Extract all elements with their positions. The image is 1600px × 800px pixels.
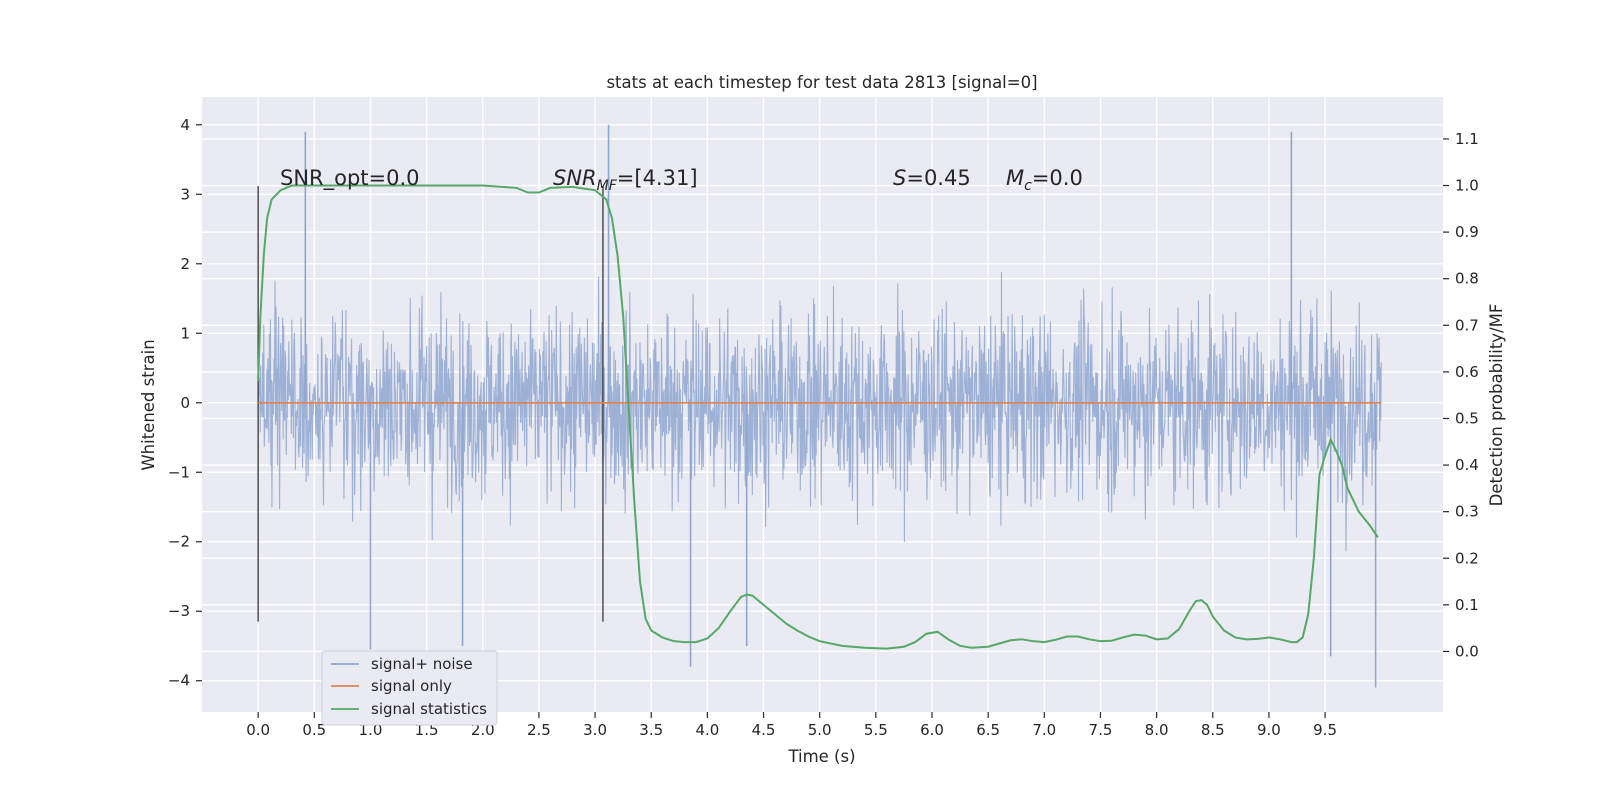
annotation-mc-value: =0.0 xyxy=(1032,166,1083,190)
left-tick-label: 3 xyxy=(180,185,190,203)
left-tick-label: −3 xyxy=(168,602,190,620)
right-tick-label: 0.5 xyxy=(1455,409,1479,427)
x-tick-label: 8.0 xyxy=(1145,721,1169,739)
right-tick-label: 0.9 xyxy=(1455,223,1479,241)
right-tick-label: 0.2 xyxy=(1455,549,1479,567)
right-tick-label: 1.0 xyxy=(1455,177,1479,195)
annotation-mc-sub: c xyxy=(1024,178,1032,194)
left-tick-label: 0 xyxy=(180,394,190,412)
x-tick-label: 5.0 xyxy=(808,721,832,739)
x-tick-label: 7.0 xyxy=(1032,721,1056,739)
x-tick-label: 9.0 xyxy=(1257,721,1281,739)
annotation-snr-mf-sub: MF xyxy=(597,178,618,194)
y-axis-label-right: Detection probability/MF xyxy=(1487,304,1506,507)
series-signal-statistics xyxy=(257,184,1379,650)
right-tick-label: 0.6 xyxy=(1455,363,1479,381)
x-tick-label: 0.5 xyxy=(302,721,326,739)
right-y-ticks: 1.1 1.0 0.9 0.8 0.7 0.6 0.5 0.4 0.3 0.2 0.1 0.0 xyxy=(1443,130,1479,660)
legend-label-signal-only: signal only xyxy=(371,677,452,695)
x-tick-label: 4.5 xyxy=(752,721,776,739)
right-tick-label: 0.1 xyxy=(1455,596,1479,614)
y-axis-label-left: Whitened strain xyxy=(139,339,158,470)
x-tick-label: 3.5 xyxy=(639,721,663,739)
chart-title: stats at each timestep for test data 281… xyxy=(606,73,1037,92)
legend-label-signal-noise: signal+ noise xyxy=(371,655,473,673)
right-tick-label: 0.8 xyxy=(1455,270,1479,288)
annotation-snr-mf-value: =[4.31] xyxy=(617,166,698,190)
x-tick-label: 4.0 xyxy=(695,721,719,739)
x-axis-label: Time (s) xyxy=(787,747,855,766)
right-tick-label: 0.0 xyxy=(1455,642,1479,660)
x-tick-label: 5.5 xyxy=(864,721,888,739)
right-tick-label: 0.3 xyxy=(1455,503,1479,521)
x-tick-label: 0.0 xyxy=(246,721,270,739)
annotation-mc: Mc=0.0 xyxy=(1006,166,1083,194)
annotation-s-value: =0.45 xyxy=(906,166,970,190)
legend: signal+ noise signal only signal statist… xyxy=(321,650,498,726)
annotation-snr-mf: SNRMF=[4.31] xyxy=(553,166,698,194)
left-tick-label: 2 xyxy=(180,255,190,273)
annotation-snr-opt-text: SNR_opt=0.0 xyxy=(280,166,420,191)
left-tick-label: 4 xyxy=(180,116,190,134)
left-tick-label: 1 xyxy=(180,324,190,342)
right-tick-label: 0.7 xyxy=(1455,316,1479,334)
right-tick-label: 0.4 xyxy=(1455,456,1479,474)
legend-label-signal-statistics: signal statistics xyxy=(371,700,487,718)
x-tick-label: 3.0 xyxy=(583,721,607,739)
annotation-s: S=0.45 xyxy=(893,166,971,190)
annotation-s-symbol: S xyxy=(893,166,906,190)
x-tick-label: 6.0 xyxy=(920,721,944,739)
left-y-ticks: 4 3 2 1 0 −1 −2 −3 −4 xyxy=(168,116,202,690)
vertical-markers xyxy=(257,185,604,622)
series-signal-noise xyxy=(257,124,1382,688)
right-tick-label: 1.1 xyxy=(1455,130,1479,148)
annotation-snr-opt: SNR_opt=0.0 xyxy=(280,166,420,191)
annotations: SNR_opt=0.0 SNRMF=[4.31] S=0.45 Mc=0.0 xyxy=(280,166,1083,194)
left-tick-label: −2 xyxy=(168,533,190,551)
legend-box xyxy=(321,650,498,726)
x-tick-label: 8.5 xyxy=(1201,721,1225,739)
left-tick-label: −4 xyxy=(168,672,190,690)
annotation-snr-mf-symbol: SNR xyxy=(553,166,597,190)
x-tick-label: 2.5 xyxy=(527,721,551,739)
x-tick-label: 7.5 xyxy=(1089,721,1113,739)
annotation-mc-symbol: M xyxy=(1006,166,1024,190)
left-tick-label: −1 xyxy=(168,463,190,481)
signal-statistics-line xyxy=(257,184,1379,650)
signal-noise-line xyxy=(257,272,1382,552)
x-tick-label: 9.5 xyxy=(1313,721,1337,739)
x-ticks: 0.0 0.5 1.0 1.5 2.0 2.5 3.0 3.5 4.0 4.5 5.0 5.5 6.0 6… xyxy=(246,712,1337,739)
x-tick-label: 6.5 xyxy=(976,721,1000,739)
